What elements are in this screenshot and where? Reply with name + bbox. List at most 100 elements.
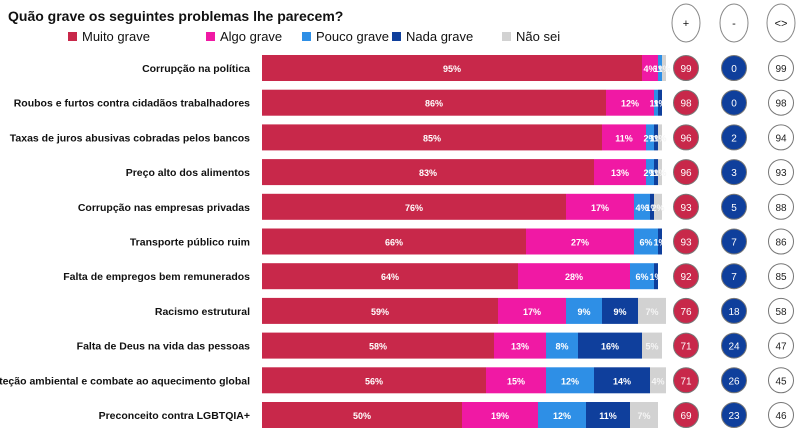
category-label: Racismo estrutural <box>155 306 250 318</box>
bar-segment-nao-sei <box>638 297 666 324</box>
summary-value: 23 <box>728 411 740 422</box>
summary-header: + <box>683 18 689 30</box>
chart-legend: Muito grave Algo grave Pouco grave Nada gra… <box>68 29 560 44</box>
bar-area: 95% 4%1%1%86% 12% 1%1%85% 11% 2%1%1%83% 13% 2%1… <box>262 55 671 428</box>
bar-segment-pouco-grave <box>538 402 586 428</box>
bar-segment-algo-grave <box>642 55 658 81</box>
bar-segment-muito-grave <box>262 124 602 151</box>
summary-badge <box>673 367 699 394</box>
data-label: 4% <box>651 376 664 386</box>
summary-badge <box>768 228 794 255</box>
bar-segment-nada-grave <box>578 332 642 359</box>
summary-badge <box>768 332 794 359</box>
data-label: 12% <box>621 99 639 109</box>
category-label: Falta de empregos bem remunerados <box>63 271 250 283</box>
summary-badge <box>673 159 699 186</box>
bar-segment-nada-grave <box>602 297 638 324</box>
bar-segment-pouco-grave <box>630 263 654 290</box>
data-label: 1% <box>649 168 662 178</box>
legend-item-nao-sei: Não sei <box>502 29 560 44</box>
bar-segment-nada-grave <box>594 367 650 394</box>
data-label: 86% <box>425 99 443 109</box>
summary-value: 85 <box>775 272 787 283</box>
summary-value: 99 <box>775 64 787 75</box>
bar-segment-nada-grave <box>654 263 658 290</box>
summary-badge <box>768 89 794 116</box>
summary-value: 0 <box>731 99 737 110</box>
category-label: Roubos e furtos contra cidadãos trabalha… <box>14 98 250 110</box>
data-label: 1% <box>653 64 666 74</box>
data-label: 66% <box>385 238 403 248</box>
bar-row-protecao-ambiental-e-combate-ao-aquecimento-global: 56% 15% 12% 14% 4% <box>262 367 666 394</box>
bar-segment-nada-grave <box>654 124 658 151</box>
data-label: 50% <box>353 411 371 421</box>
legend-swatch <box>68 32 77 41</box>
bar-row-preconceito-contra-lgbtqia: 50% 19% 12% 11% 7% <box>262 402 658 428</box>
legend-item-pouco-grave: Pouco grave <box>302 29 389 44</box>
data-label: 1% <box>649 272 662 282</box>
data-label: 1% <box>653 168 666 178</box>
summary-badge <box>673 55 699 81</box>
legend-label: Não sei <box>516 29 560 44</box>
bar-segment-pouco-grave <box>646 159 654 186</box>
summary-value: 98 <box>680 99 692 110</box>
legend-swatch <box>302 32 311 41</box>
summary-header-badge <box>719 3 749 43</box>
summary-badge <box>673 297 699 324</box>
bar-segment-pouco-grave <box>658 55 662 81</box>
bar-row-transporte-publico-ruim: 66% 27% 6% 1% <box>262 228 667 255</box>
category-label: Preço alto dos alimentos <box>126 167 250 179</box>
data-label: 9% <box>577 307 590 317</box>
data-label: 1% <box>645 203 658 213</box>
data-label: 12% <box>553 411 571 421</box>
summary-value: 92 <box>680 272 692 283</box>
summary-value: 69 <box>680 411 692 422</box>
summary-column-0: +99 98 96 96 93 93 92 76 71 71 69 <box>671 3 701 428</box>
summary-value: 45 <box>775 376 787 387</box>
data-label: 5% <box>645 342 658 352</box>
data-label: 7% <box>637 411 650 421</box>
data-label: 1% <box>657 64 670 74</box>
bar-segment-nao-sei <box>630 402 658 428</box>
data-label: 13% <box>611 168 629 178</box>
summary-badge <box>721 124 747 151</box>
legend-label: Algo grave <box>220 29 282 44</box>
legend-item-nada-grave: Nada grave <box>392 29 473 44</box>
summary-value: 46 <box>775 411 787 422</box>
summary-value: 88 <box>775 203 787 214</box>
summary-badge <box>673 89 699 116</box>
category-label: Proteção ambiental e combate ao aquecime… <box>0 375 250 387</box>
bar-segment-muito-grave <box>262 297 498 324</box>
data-label: 6% <box>639 238 652 248</box>
bar-row-roubos-e-furtos-contra-cidadaos-trabalhadores: 86% 12% 1%1% <box>262 89 667 116</box>
bar-row-falta-de-empregos-bem-remunerados: 64% 28% 6% 1% <box>262 263 663 290</box>
bar-segment-muito-grave <box>262 367 486 394</box>
data-label: 15% <box>507 376 525 386</box>
bar-segment-algo-grave <box>486 367 546 394</box>
summary-badge <box>721 228 747 255</box>
summary-value: 7 <box>731 272 737 283</box>
data-label: 1% <box>653 133 666 143</box>
bar-segment-nao-sei <box>662 55 666 81</box>
category-label: Corrupção na política <box>142 63 250 75</box>
summary-value: 24 <box>728 342 740 353</box>
summary-badge <box>768 402 794 428</box>
legend-label: Muito grave <box>82 29 150 44</box>
data-label: 1% <box>649 99 662 109</box>
legend-item-algo-grave: Algo grave <box>206 29 282 44</box>
summary-value: 71 <box>680 342 692 353</box>
summary-badge <box>721 367 747 394</box>
summary-value: 5 <box>731 203 737 214</box>
bar-segment-muito-grave <box>262 402 462 428</box>
summary-value: 93 <box>680 238 692 249</box>
bar-segment-nao-sei <box>642 332 662 359</box>
data-label: 14% <box>613 376 631 386</box>
summary-badge <box>721 402 747 428</box>
bar-segment-pouco-grave <box>646 124 654 151</box>
summary-badge <box>768 367 794 394</box>
legend-label: Pouco grave <box>316 29 389 44</box>
data-label: 8% <box>555 342 568 352</box>
category-label: Preconceito contra LGBTQIA+ <box>99 410 250 422</box>
data-label: 1% <box>649 133 662 143</box>
